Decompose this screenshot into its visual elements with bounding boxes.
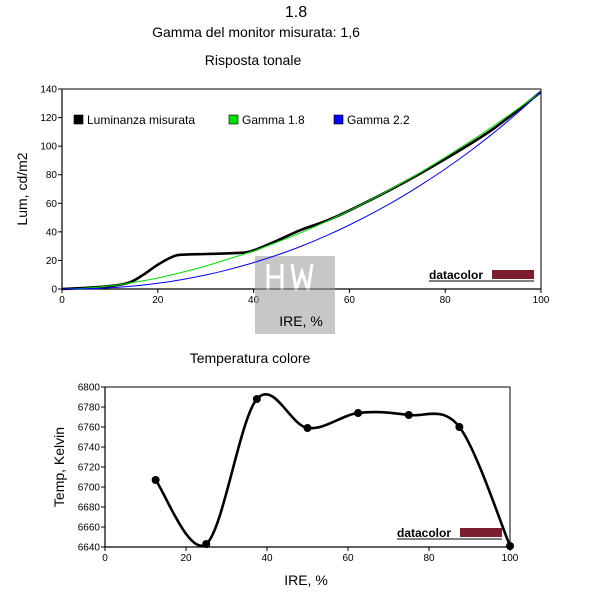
tonal-x-axis-title: IRE, %	[279, 313, 323, 329]
site-watermark-logo	[255, 256, 335, 334]
temp-x-tick-label: 60	[342, 553, 354, 564]
series-line-3	[61, 91, 542, 290]
tonal-x-tick-label: 40	[248, 295, 260, 306]
tonal-y-tick-label: 20	[46, 256, 58, 267]
tonal-y-tick-label: 40	[46, 227, 58, 238]
tonal-y-tick-label: 0	[51, 285, 57, 296]
temperature-point	[354, 409, 363, 417]
tonal-response-title: Risposta tonale	[204, 52, 302, 68]
temp-y-tick-label: 6700	[78, 483, 101, 494]
tonal-y-tick-label: 100	[40, 142, 57, 153]
tonal-y-tick-label: 60	[46, 199, 58, 210]
temp-y-tick-label: 6720	[78, 463, 101, 474]
temp-x-axis-title: IRE, %	[284, 572, 328, 588]
temperature-series-line	[154, 393, 512, 548]
temp-y-tick-label: 6780	[78, 403, 101, 414]
temp-y-tick-label: 6660	[78, 523, 101, 534]
temp-datacolor-logo: datacolor	[397, 526, 502, 540]
tonal-x-tick-label: 100	[533, 295, 550, 306]
tonal-x-tick-label: 60	[344, 295, 356, 306]
temp-y-tick-label: 6680	[78, 503, 101, 514]
temperature-point	[202, 540, 211, 548]
tonal-x-tick-label: 20	[152, 295, 164, 306]
temperature-point	[404, 411, 413, 419]
temp-datacolor-bar	[460, 528, 502, 537]
temp-x-tick-label: 100	[502, 553, 519, 564]
tonal-datacolor-logo: datacolor	[429, 268, 534, 282]
temp-y-tick-label: 6740	[78, 443, 101, 454]
legend-label-1: Luminanza misurata	[87, 113, 195, 127]
temperature-point	[252, 395, 261, 403]
watermark-hw-glyph	[266, 263, 314, 291]
temp-y-tick-label: 6800	[78, 383, 101, 394]
temp-y-tick-label: 6640	[78, 543, 101, 554]
temp-datacolor-text: datacolor	[397, 526, 451, 540]
legend-label-3: Gamma 2.2	[347, 113, 410, 127]
temperature-point	[151, 476, 160, 484]
temp-y-axis-title: Temp, Kelvin	[51, 427, 67, 507]
legend-swatch-1	[73, 114, 84, 125]
temperature-point	[506, 542, 514, 550]
temperature-point	[303, 424, 312, 432]
color-temperature-title: Temperatura colore	[189, 350, 311, 366]
tonal-x-tick-label: 80	[440, 295, 452, 306]
tonal-response-chart: 0 20 40 60 80 100 0 20 40 60 80 100 120 140 Luminanza …	[14, 85, 550, 334]
page-title: 1.8	[284, 4, 308, 21]
temp-y-tick-label: 6760	[78, 423, 101, 434]
color-temperature-chart: 0 20 40 60 80 100 6640 6660 6680 6700 6720 6740 6760…	[51, 383, 519, 589]
legend-label-2: Gamma 1.8	[242, 113, 305, 127]
measured-gamma-subtitle: Gamma del monitor misurata: 1,6	[152, 24, 360, 40]
temp-x-tick-label: 0	[102, 553, 108, 564]
tonal-x-tick-label: 0	[59, 295, 65, 306]
temp-x-tick-label: 20	[180, 553, 192, 564]
tonal-y-tick-label: 140	[40, 85, 57, 96]
tonal-datacolor-bar	[492, 270, 534, 279]
tonal-y-axis-title: Lum, cd/m2	[14, 152, 30, 225]
tonal-datacolor-text: datacolor	[429, 268, 483, 282]
tonal-y-tick-label: 80	[46, 170, 58, 181]
legend-swatch-3	[333, 114, 344, 125]
temp-x-tick-label: 40	[261, 553, 273, 564]
temp-x-tick-label: 80	[423, 553, 435, 564]
series-line-2	[61, 91, 542, 290]
temperature-point	[455, 423, 464, 431]
tonal-y-tick-label: 120	[40, 113, 57, 124]
legend-swatch-2	[228, 114, 239, 125]
